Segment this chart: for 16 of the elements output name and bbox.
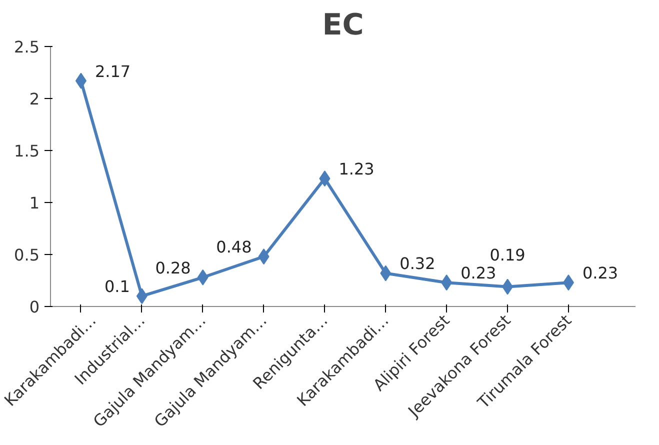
data-label: 0.1 — [104, 277, 130, 296]
y-tick-label: 1 — [29, 194, 40, 212]
data-label: 0.28 — [155, 258, 191, 278]
y-tick-label: 1.5 — [14, 142, 40, 160]
y-tick-label: 0.5 — [14, 246, 40, 264]
data-label: 1.23 — [338, 160, 374, 179]
y-tick-label: 2.5 — [14, 38, 40, 56]
chart-title: EC — [322, 8, 364, 42]
data-label: 0.23 — [460, 264, 496, 283]
data-label: 2.17 — [94, 62, 131, 81]
y-tick-label: 2 — [29, 90, 40, 108]
data-label: 0.23 — [582, 264, 618, 283]
data-label: 0.32 — [400, 254, 436, 274]
data-label: 0.19 — [490, 246, 526, 265]
y-tick-label: 0 — [29, 298, 40, 316]
data-label: 0.48 — [216, 238, 252, 257]
